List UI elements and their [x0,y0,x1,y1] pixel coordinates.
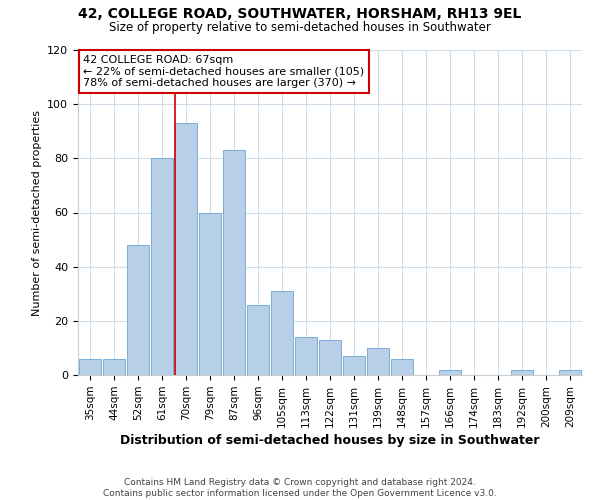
Bar [223,150,245,375]
Bar [319,340,341,375]
Bar [79,359,101,375]
Bar [127,245,149,375]
Bar [247,304,269,375]
Bar [175,123,197,375]
Text: Size of property relative to semi-detached houses in Southwater: Size of property relative to semi-detach… [109,21,491,34]
Y-axis label: Number of semi-detached properties: Number of semi-detached properties [32,110,41,316]
X-axis label: Distribution of semi-detached houses by size in Southwater: Distribution of semi-detached houses by … [120,434,540,447]
Bar [151,158,173,375]
Bar [391,359,413,375]
Text: 42 COLLEGE ROAD: 67sqm
← 22% of semi-detached houses are smaller (105)
78% of se: 42 COLLEGE ROAD: 67sqm ← 22% of semi-det… [83,55,364,88]
Bar [367,348,389,375]
Bar [559,370,581,375]
Bar [295,337,317,375]
Text: 42, COLLEGE ROAD, SOUTHWATER, HORSHAM, RH13 9EL: 42, COLLEGE ROAD, SOUTHWATER, HORSHAM, R… [79,8,521,22]
Bar [511,370,533,375]
Bar [199,212,221,375]
Text: Contains HM Land Registry data © Crown copyright and database right 2024.
Contai: Contains HM Land Registry data © Crown c… [103,478,497,498]
Bar [271,291,293,375]
Bar [343,356,365,375]
Bar [439,370,461,375]
Bar [103,359,125,375]
